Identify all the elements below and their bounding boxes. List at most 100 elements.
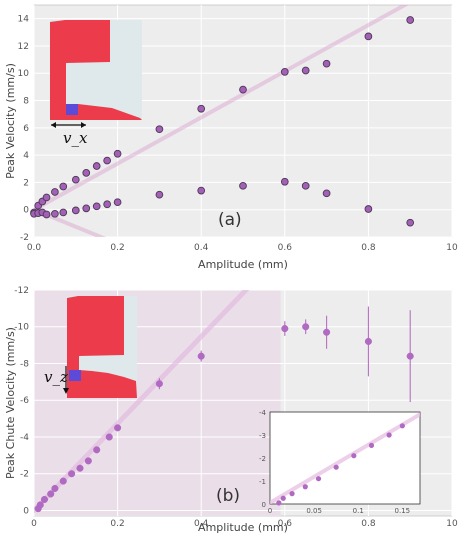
panel-a-y-tick-label: 0 — [23, 206, 29, 216]
panel-b-y-tick-label: 0 — [23, 506, 29, 516]
zoom-inset-point — [333, 464, 339, 470]
panel-a-y-tick-label: 14 — [18, 15, 30, 25]
panel-b-x-axis-label: Amplitude (mm) — [198, 521, 288, 534]
panel-b-series-0-point — [93, 446, 101, 454]
panel-a-series-0-point — [364, 32, 373, 41]
panel-b-y-axis-label: Peak Chute Velocity (mm/s) — [4, 327, 17, 479]
panel-a-y-tick-label: 2 — [23, 178, 29, 188]
panel-a-x-tick-label: 0.4 — [194, 243, 209, 253]
panel-a-series-1-point — [197, 186, 206, 195]
zoom-inset-point — [399, 423, 405, 429]
panel-a-series-1-point — [280, 177, 289, 186]
panel-a-y-tick-label: 10 — [18, 69, 30, 79]
inset-velocity-label-vz: v_z — [44, 368, 68, 386]
panel-b-series-0-point — [323, 328, 331, 336]
panel-b-series-0-point — [197, 352, 205, 360]
panel-a-fit-line-0 — [34, 5, 409, 212]
panel-b-series-0-point — [302, 323, 310, 331]
panel-a-series-0-point — [51, 188, 59, 196]
panel-b-x-tick-label: 10 — [446, 519, 458, 529]
zoom-inset-point — [386, 432, 392, 438]
panel-b-y-tick-label: -8 — [20, 359, 29, 369]
inset-velocity-label-vx: v_x — [63, 129, 88, 147]
panel-a-series-1-point — [59, 208, 68, 217]
panel-a-fit-lines — [34, 5, 409, 237]
panel-b-series-0-point — [155, 380, 163, 388]
panel-a-series-0-point — [197, 104, 206, 113]
panel-b-label: (b) — [216, 486, 240, 506]
panel-a-series-0-point — [59, 182, 68, 191]
panel-b-inset-schematic: v_z — [44, 296, 137, 398]
panel-b-series-0-point — [84, 457, 92, 465]
panel-b-x-tick-label: 0.6 — [278, 519, 293, 529]
panel-a-series-0-point — [113, 149, 122, 158]
panel-a-y-tick-label: 8 — [23, 97, 29, 107]
zoom-inset-point — [289, 491, 295, 497]
panel-a-y-tick-label: -2 — [20, 233, 29, 243]
zoom-inset-x-tick-label: 0.05 — [306, 507, 322, 515]
panel-a-series-0-point — [82, 169, 91, 177]
zoom-inset-point — [280, 495, 286, 501]
arrow-head-right — [81, 122, 86, 128]
panel-b-series-0-point — [105, 433, 113, 441]
panel-b-series-0-point — [36, 501, 44, 509]
panel-a-data-points — [30, 16, 415, 227]
panel-a-x-tick-label: 0.0 — [27, 243, 42, 253]
panel-b-series-0-point — [68, 470, 76, 478]
zoom-inset-x-tick-label: 0 — [268, 507, 272, 515]
panel-b-y-tick-label: -12 — [14, 286, 29, 296]
panel-a-series-1-point — [113, 198, 122, 207]
panel-a-series-0-point — [406, 16, 415, 24]
zoom-inset-y-tick-label: -3 — [259, 432, 266, 440]
panel-a-series-0-point — [155, 125, 164, 134]
panel-a-series-0-point — [280, 68, 289, 76]
panel-a-series-1-point — [406, 218, 415, 227]
panel-a-y-ticks: -2 0 2 4 6 8 10 12 14 — [18, 15, 30, 243]
panel-a-series-0-point — [239, 85, 247, 94]
panel-a-series-0-point — [71, 175, 80, 184]
zoom-inset-y-tick-label: -2 — [259, 455, 266, 463]
panel-a-series-1-point — [103, 200, 112, 209]
panel-a-y-tick-label: 4 — [23, 151, 29, 161]
panel-a-label: (a) — [218, 210, 242, 230]
panel-b-series-0-point — [114, 424, 122, 432]
arrow-head-down — [63, 388, 69, 394]
panel-b-x-tick-label: 0.2 — [110, 519, 124, 529]
panel-b-series-0-point — [40, 495, 49, 504]
panel-a-series-0-point — [103, 156, 112, 165]
panel-a-x-tick-label: 10 — [446, 243, 458, 253]
panel-a-series-0-point — [92, 162, 101, 170]
zoom-inset-x-ticks: 0 0.05 0.1 0.15 — [268, 507, 410, 515]
panel-a-series-1-point — [42, 210, 51, 219]
panel-a-x-tick-label: 0.8 — [361, 243, 376, 253]
panel-a-series-1-point — [92, 202, 101, 211]
schematic-measurement-box — [66, 104, 78, 115]
panel-a-series-1-point — [155, 190, 164, 199]
zoom-inset-point — [315, 476, 322, 482]
panel-b-x-ticks: 0 0.2 0.4 0.6 0.8 10 — [31, 519, 458, 529]
zoom-inset-y-tick-label: -1 — [259, 478, 266, 486]
zoom-inset-data-points — [276, 423, 405, 506]
zoom-inset-point — [276, 500, 282, 506]
arrow-head-left — [51, 122, 56, 128]
panel-a-series-1-point — [71, 206, 80, 215]
panel-a-y-axis-label: Peak Velocity (mm/s) — [4, 63, 17, 179]
panel-b-y-tick-label: -6 — [20, 396, 29, 406]
panel-a-series-1-point — [322, 189, 331, 198]
panel-b-y-tick-label: -10 — [14, 323, 29, 333]
panel-a-series-1-point — [301, 181, 310, 190]
panel-b-series-0-point — [59, 477, 67, 485]
zoom-inset-point — [302, 484, 308, 490]
panel-b-y-ticks: 0 -2 -4 -6 -8 -10 -12 — [14, 286, 29, 516]
zoom-inset-point — [368, 442, 375, 448]
panel-a-series-0-point — [42, 193, 51, 202]
schematic-measurement-box — [69, 370, 81, 381]
panel-b: v_z 0 0.2 0.4 0.6 0.8 10 0-2-4-6-8-10-12 (b) … — [4, 286, 458, 534]
zoom-inset-x-tick-label: 0.1 — [353, 507, 364, 515]
panel-b-y-tick-label: -4 — [20, 433, 29, 443]
panel-b-series-0-point — [51, 484, 59, 492]
panel-a-x-axis-label: Amplitude (mm) — [198, 258, 288, 271]
panel-a-x-ticks: 0.0 0.2 0.4 0.6 0.8 10 — [27, 243, 458, 253]
